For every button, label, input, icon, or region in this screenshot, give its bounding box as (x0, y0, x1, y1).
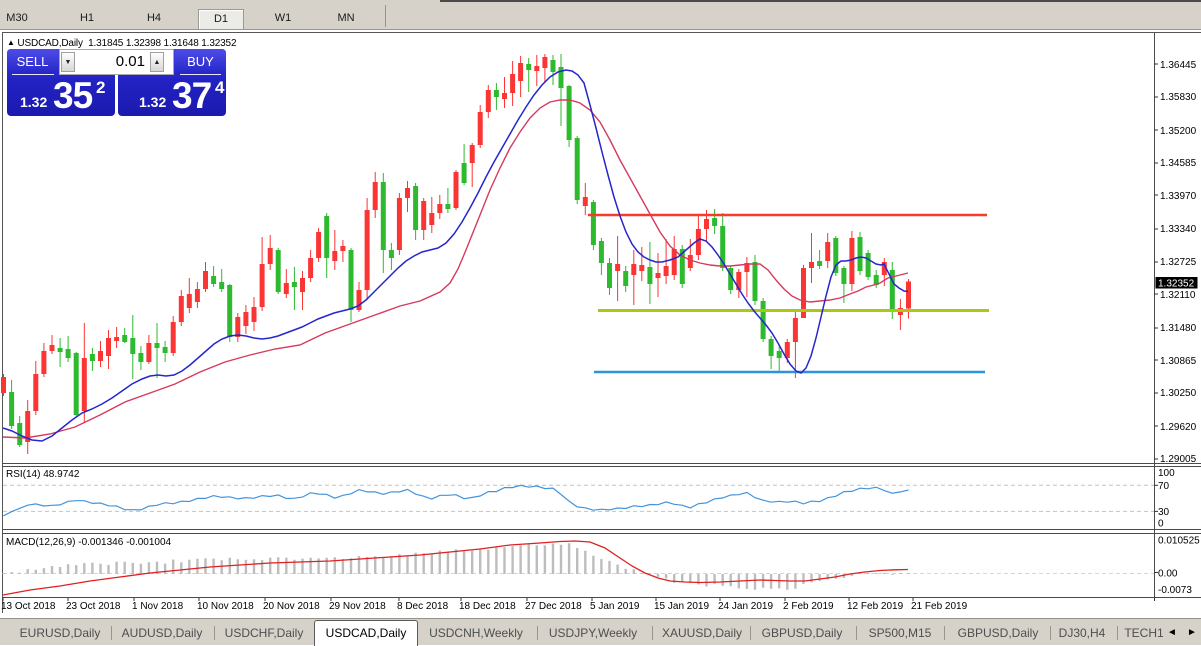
svg-text:1.35200: 1.35200 (1160, 126, 1197, 137)
svg-text:0.010525: 0.010525 (1158, 536, 1200, 547)
svg-text:24 Jan 2019: 24 Jan 2019 (718, 601, 773, 612)
svg-text:1.32725: 1.32725 (1160, 257, 1197, 268)
svg-text:29 Nov 2018: 29 Nov 2018 (329, 601, 386, 612)
svg-text:1.30250: 1.30250 (1160, 388, 1197, 399)
svg-text:1.32110: 1.32110 (1160, 290, 1196, 301)
svg-text:1.32352: 1.32352 (1158, 279, 1195, 290)
svg-text:-0.0073: -0.0073 (1158, 585, 1192, 596)
svg-text:27 Dec 2018: 27 Dec 2018 (525, 601, 582, 612)
svg-text:23 Oct 2018: 23 Oct 2018 (66, 601, 121, 612)
svg-text:5 Jan 2019: 5 Jan 2019 (590, 601, 640, 612)
svg-text:0: 0 (1158, 519, 1164, 530)
svg-text:21 Feb 2019: 21 Feb 2019 (911, 601, 968, 612)
svg-text:70: 70 (1158, 481, 1170, 492)
svg-text:1.35830: 1.35830 (1160, 92, 1197, 103)
svg-text:1.29620: 1.29620 (1160, 422, 1197, 433)
svg-text:1.34585: 1.34585 (1160, 158, 1197, 169)
svg-text:0.00: 0.00 (1158, 569, 1178, 580)
svg-text:12 Feb 2019: 12 Feb 2019 (847, 601, 904, 612)
svg-text:1.33340: 1.33340 (1160, 224, 1197, 235)
svg-text:8 Dec 2018: 8 Dec 2018 (397, 601, 449, 612)
svg-text:1.36445: 1.36445 (1160, 60, 1197, 71)
svg-text:13 Oct 2018: 13 Oct 2018 (1, 601, 56, 612)
svg-text:10 Nov 2018: 10 Nov 2018 (197, 601, 254, 612)
svg-text:18 Dec 2018: 18 Dec 2018 (459, 601, 516, 612)
svg-text:15 Jan 2019: 15 Jan 2019 (654, 601, 709, 612)
svg-text:1.30865: 1.30865 (1160, 356, 1197, 367)
svg-text:1 Nov 2018: 1 Nov 2018 (132, 601, 184, 612)
svg-text:MACD(12,26,9) -0.001346 -0.001: MACD(12,26,9) -0.001346 -0.001004 (6, 537, 172, 548)
svg-text:1.29005: 1.29005 (1160, 454, 1197, 465)
svg-text:1.33970: 1.33970 (1160, 191, 1197, 202)
svg-text:1.31480: 1.31480 (1160, 323, 1197, 334)
svg-text:RSI(14) 48.9742: RSI(14) 48.9742 (6, 469, 80, 480)
svg-text:30: 30 (1158, 507, 1170, 518)
svg-text:100: 100 (1158, 468, 1175, 479)
svg-text:2 Feb 2019: 2 Feb 2019 (783, 601, 834, 612)
svg-text:20 Nov 2018: 20 Nov 2018 (263, 601, 320, 612)
